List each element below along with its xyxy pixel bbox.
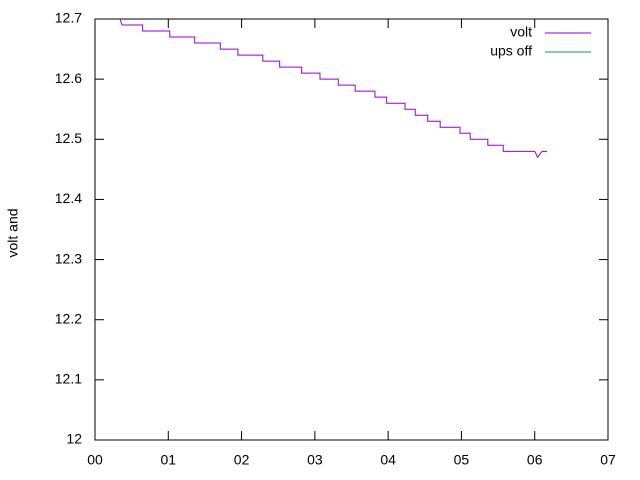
- x-tick-label: 01: [160, 452, 176, 468]
- y-axis-label: volt and: [5, 208, 21, 257]
- y-tick-label: 12.7: [55, 10, 82, 26]
- x-tick-label: 07: [600, 452, 616, 468]
- y-tick-label: 12.6: [55, 70, 82, 86]
- x-tick-label: 06: [527, 452, 543, 468]
- x-tick-label: 02: [234, 452, 250, 468]
- y-tick-label: 12.2: [55, 310, 82, 326]
- x-tick-label: 03: [307, 452, 323, 468]
- legend-label: volt: [510, 24, 532, 40]
- y-tick-label: 12.5: [55, 130, 82, 146]
- y-tick-label: 12: [66, 431, 82, 447]
- plot-border: [94, 18, 609, 441]
- legend-label: ups off: [490, 43, 532, 59]
- x-tick-label: 00: [87, 452, 103, 468]
- y-tick-label: 12.3: [55, 250, 82, 266]
- y-tick-label: 12.1: [55, 371, 82, 387]
- x-tick-label: 04: [380, 452, 396, 468]
- x-tick-label: 05: [454, 452, 470, 468]
- y-tick-label: 12.4: [55, 190, 82, 206]
- data-line: [119, 18, 548, 159]
